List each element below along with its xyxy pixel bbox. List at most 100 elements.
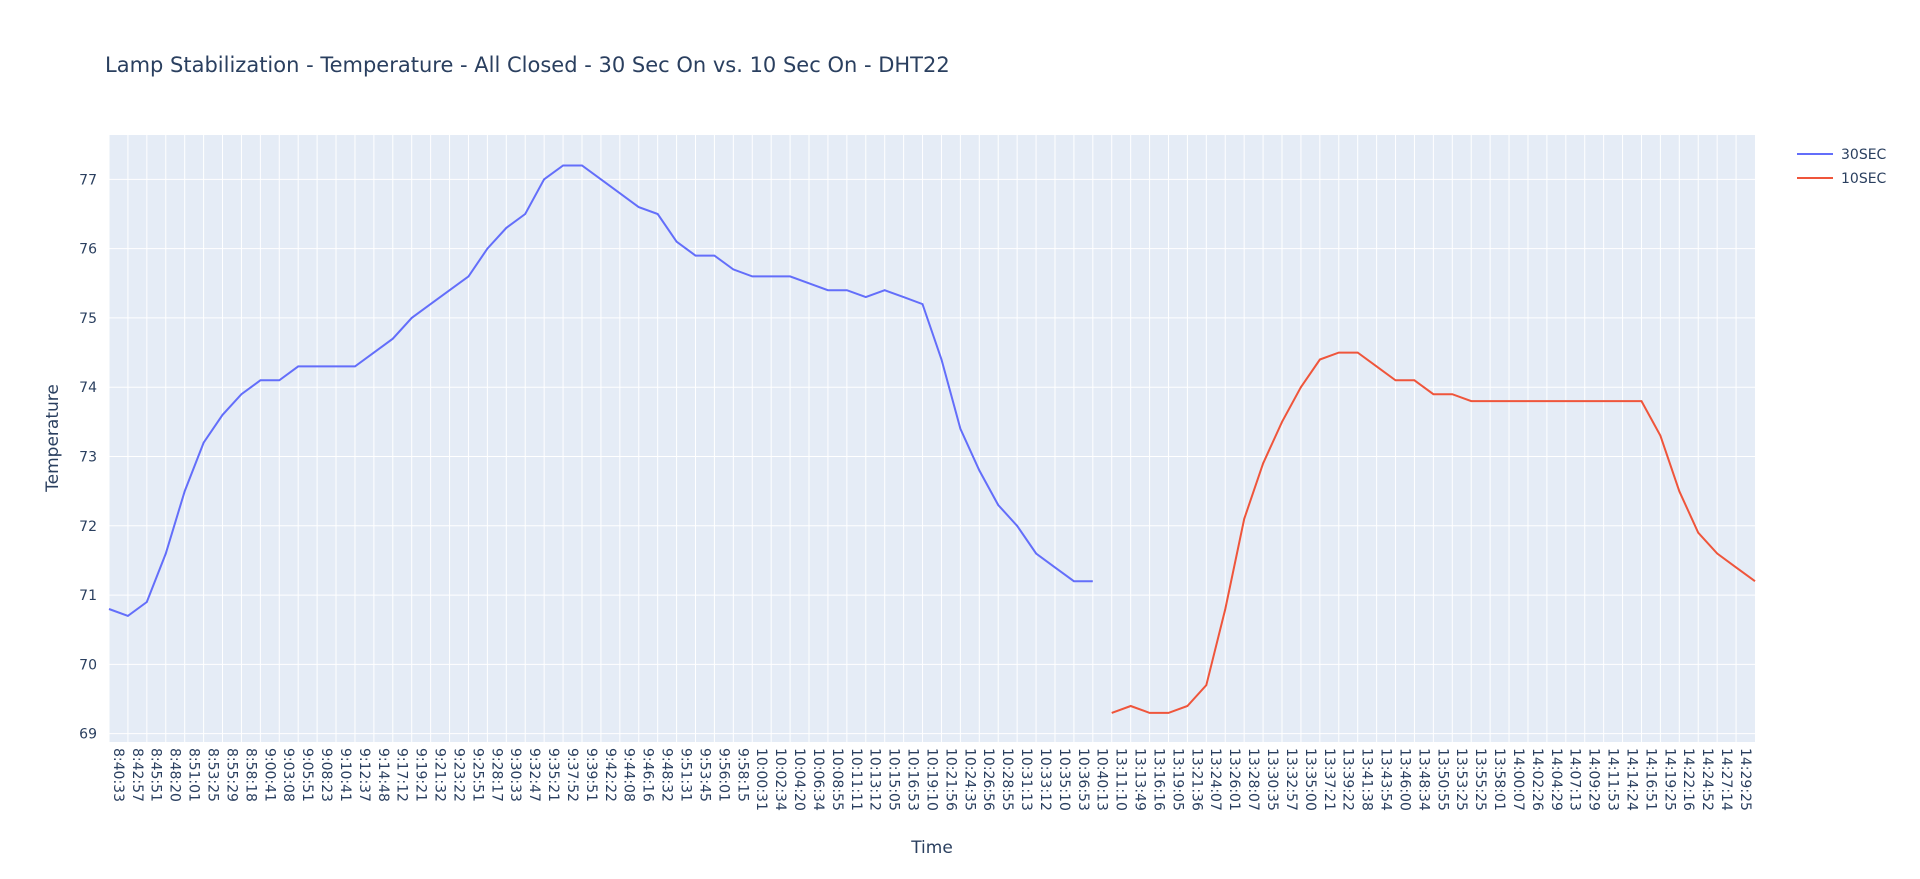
- x-tick-label: 10:19:10: [923, 748, 939, 811]
- x-tick-label: 10:13:12: [867, 748, 883, 811]
- x-tick-label: 8:51:01: [186, 748, 202, 802]
- x-tick-label: 10:36:53: [1075, 748, 1091, 811]
- x-tick-label: 9:14:48: [375, 748, 391, 802]
- chart-title: Lamp Stabilization - Temperature - All C…: [105, 53, 950, 77]
- x-tick-label: 13:28:07: [1245, 748, 1261, 811]
- x-tick-label: 10:28:55: [999, 748, 1015, 811]
- x-tick-label: 10:00:31: [753, 748, 769, 811]
- y-tick-label: 75: [79, 311, 97, 327]
- x-tick-label: 10:21:56: [942, 748, 958, 811]
- x-tick-label: 10:26:56: [980, 748, 996, 811]
- x-tick-label: 13:48:34: [1415, 748, 1431, 811]
- legend-label: 10SEC: [1841, 171, 1887, 187]
- x-tick-label: 10:11:11: [848, 748, 864, 811]
- x-tick-label: 10:02:34: [772, 748, 788, 811]
- x-tick-label: 9:19:21: [413, 748, 429, 802]
- x-tick-label: 8:48:20: [167, 748, 183, 802]
- y-tick-label: 77: [79, 172, 97, 188]
- x-tick-label: 10:24:35: [961, 748, 977, 811]
- x-tick-label: 14:22:16: [1680, 748, 1696, 811]
- x-tick-label: 9:51:31: [677, 748, 693, 802]
- x-tick-label: 13:30:35: [1264, 748, 1280, 811]
- x-axis-title: Time: [910, 838, 953, 858]
- x-tick-label: 13:11:10: [1113, 748, 1129, 811]
- x-tick-label: 14:02:26: [1529, 748, 1545, 811]
- y-tick-label: 71: [79, 588, 97, 604]
- x-tick-label: 10:35:10: [1056, 748, 1072, 811]
- x-tick-label: 13:41:38: [1359, 748, 1375, 811]
- y-tick-label: 76: [79, 242, 97, 258]
- x-tick-label: 14:27:14: [1718, 748, 1734, 811]
- x-tick-label: 13:26:01: [1226, 748, 1242, 811]
- x-tick-label: 14:24:52: [1699, 748, 1715, 811]
- x-tick-label: 9:21:32: [432, 748, 448, 802]
- x-tick-label: 9:17:12: [394, 748, 410, 802]
- x-tick-label: 13:58:01: [1491, 748, 1507, 811]
- x-tick-label: 9:03:08: [280, 748, 296, 802]
- x-tick-label: 8:55:29: [223, 748, 239, 802]
- x-tick-label: 14:04:29: [1548, 748, 1564, 811]
- x-tick-label: 9:28:17: [488, 748, 504, 802]
- x-tick-label: 13:39:22: [1340, 748, 1356, 811]
- x-tick-label: 8:45:51: [148, 748, 164, 802]
- x-tick-label: 9:58:15: [734, 748, 750, 802]
- x-tick-label: 14:11:53: [1605, 748, 1621, 811]
- x-tick-label: 9:37:52: [564, 748, 580, 802]
- x-tick-label: 14:16:51: [1642, 748, 1658, 811]
- x-tick-label: 14:14:24: [1623, 748, 1639, 811]
- x-tick-label: 13:24:07: [1207, 748, 1223, 811]
- x-tick-label: 9:00:41: [261, 748, 277, 802]
- y-tick-label: 74: [79, 380, 97, 396]
- x-tick-label: 10:40:13: [1094, 748, 1110, 811]
- x-tick-label: 10:06:34: [810, 748, 826, 811]
- x-tick-label: 8:53:25: [204, 748, 220, 802]
- x-tick-label: 13:50:55: [1434, 748, 1450, 811]
- x-tick-label: 8:58:18: [242, 748, 258, 802]
- x-tick-label: 13:55:25: [1472, 748, 1488, 811]
- x-tick-label: 14:00:07: [1510, 748, 1526, 811]
- x-tick-label: 13:21:36: [1188, 748, 1204, 811]
- y-tick-label: 70: [79, 657, 97, 673]
- series-line: [1111, 351, 1756, 714]
- x-tick-label: 10:15:05: [886, 748, 902, 811]
- x-tick-label: 9:25:51: [469, 748, 485, 802]
- x-tick-label: 10:08:55: [829, 748, 845, 811]
- x-tick-label: 14:07:13: [1567, 748, 1583, 811]
- x-tick-label: 9:30:33: [507, 748, 523, 802]
- x-tick-label: 13:37:21: [1321, 748, 1337, 811]
- x-tick-label: 13:19:05: [1169, 748, 1185, 811]
- x-tick-label: 10:16:53: [905, 748, 921, 811]
- x-tick-label: 10:33:12: [1037, 748, 1053, 811]
- x-tick-label: 9:53:45: [696, 748, 712, 802]
- y-tick-label: 69: [79, 727, 97, 743]
- plot-background: [109, 135, 1755, 742]
- x-tick-label: 13:16:16: [1150, 748, 1166, 811]
- x-tick-label: 10:31:13: [1018, 748, 1034, 811]
- x-tick-label: 9:10:41: [337, 748, 353, 802]
- x-tick-label: 13:13:49: [1132, 748, 1148, 811]
- x-tick-label: 9:56:01: [715, 748, 731, 802]
- y-tick-label: 72: [79, 519, 97, 535]
- x-tick-label: 10:04:20: [791, 748, 807, 811]
- x-tick-label: 9:48:32: [659, 748, 675, 802]
- x-tick-label: 9:35:21: [545, 748, 561, 802]
- x-tick-label: 13:53:25: [1453, 748, 1469, 811]
- x-tick-label: 8:42:57: [129, 748, 145, 802]
- x-tick-label: 13:43:54: [1378, 748, 1394, 811]
- x-tick-label: 13:35:00: [1302, 748, 1318, 811]
- x-tick-label: 9:32:47: [526, 748, 542, 802]
- x-tick-label: 9:39:51: [583, 748, 599, 802]
- x-tick-label: 9:44:08: [621, 748, 637, 802]
- x-tick-label: 9:12:37: [356, 748, 372, 802]
- x-tick-label: 9:23:22: [450, 748, 466, 802]
- series-line: [108, 164, 1093, 618]
- x-tick-label: 9:05:51: [299, 748, 315, 802]
- legend-label: 30SEC: [1841, 147, 1887, 163]
- x-tick-label: 14:19:25: [1661, 748, 1677, 811]
- x-tick-label: 14:29:25: [1737, 748, 1753, 811]
- x-tick-label: 14:09:29: [1586, 748, 1602, 811]
- x-tick-label: 9:08:23: [318, 748, 334, 802]
- x-tick-label: 13:46:00: [1396, 748, 1412, 811]
- x-tick-label: 9:42:22: [602, 748, 618, 802]
